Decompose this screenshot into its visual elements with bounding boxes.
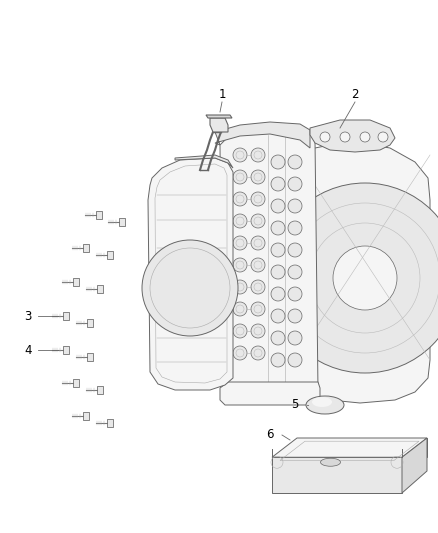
Bar <box>119 218 124 226</box>
Text: 1: 1 <box>218 88 226 101</box>
Circle shape <box>288 243 302 257</box>
Polygon shape <box>215 122 310 148</box>
Polygon shape <box>272 457 402 493</box>
Circle shape <box>288 199 302 213</box>
Circle shape <box>271 331 285 345</box>
Polygon shape <box>148 158 233 390</box>
Circle shape <box>271 243 285 257</box>
Bar <box>63 312 69 320</box>
Circle shape <box>271 221 285 235</box>
Circle shape <box>233 258 247 272</box>
Circle shape <box>288 177 302 191</box>
Circle shape <box>320 132 330 142</box>
Bar <box>82 412 88 420</box>
Bar <box>87 353 92 361</box>
Circle shape <box>233 236 247 250</box>
Ellipse shape <box>312 397 332 407</box>
Circle shape <box>270 183 438 373</box>
Polygon shape <box>295 143 430 403</box>
Bar <box>96 285 102 293</box>
Polygon shape <box>220 382 320 405</box>
Circle shape <box>251 192 265 206</box>
Circle shape <box>288 331 302 345</box>
Polygon shape <box>210 118 228 132</box>
Circle shape <box>233 280 247 294</box>
Circle shape <box>288 309 302 323</box>
Bar <box>63 346 69 354</box>
Ellipse shape <box>306 396 344 414</box>
Bar <box>73 278 78 286</box>
Bar <box>106 251 113 259</box>
Circle shape <box>251 324 265 338</box>
Circle shape <box>251 170 265 184</box>
Circle shape <box>233 192 247 206</box>
Circle shape <box>360 132 370 142</box>
Circle shape <box>271 309 285 323</box>
Circle shape <box>333 246 397 310</box>
Circle shape <box>233 324 247 338</box>
Circle shape <box>288 221 302 235</box>
Bar <box>95 211 102 219</box>
Bar <box>106 419 113 427</box>
Circle shape <box>251 302 265 316</box>
Polygon shape <box>402 438 427 493</box>
Circle shape <box>233 302 247 316</box>
Polygon shape <box>220 128 318 398</box>
Bar <box>82 244 88 252</box>
Circle shape <box>271 265 285 279</box>
Bar <box>73 379 78 387</box>
Bar <box>96 386 102 394</box>
Circle shape <box>251 346 265 360</box>
Circle shape <box>271 287 285 301</box>
Polygon shape <box>272 438 427 457</box>
Circle shape <box>378 132 388 142</box>
Circle shape <box>251 258 265 272</box>
Polygon shape <box>206 115 232 118</box>
Circle shape <box>288 287 302 301</box>
Circle shape <box>288 265 302 279</box>
Circle shape <box>288 155 302 169</box>
Circle shape <box>233 346 247 360</box>
Circle shape <box>142 240 238 336</box>
Text: 2: 2 <box>351 88 359 101</box>
Text: 5: 5 <box>291 399 299 411</box>
Circle shape <box>251 148 265 162</box>
Polygon shape <box>297 438 427 457</box>
Circle shape <box>271 155 285 169</box>
Circle shape <box>233 170 247 184</box>
Circle shape <box>340 132 350 142</box>
Circle shape <box>251 236 265 250</box>
Polygon shape <box>175 155 233 168</box>
Circle shape <box>271 177 285 191</box>
Circle shape <box>251 214 265 228</box>
Bar <box>87 319 92 327</box>
Circle shape <box>233 214 247 228</box>
Text: 3: 3 <box>25 310 32 322</box>
Circle shape <box>251 280 265 294</box>
Text: 4: 4 <box>24 343 32 357</box>
Circle shape <box>271 353 285 367</box>
Circle shape <box>271 199 285 213</box>
Ellipse shape <box>321 458 340 466</box>
Circle shape <box>233 148 247 162</box>
Text: 6: 6 <box>266 429 274 441</box>
Polygon shape <box>310 120 395 152</box>
Circle shape <box>288 353 302 367</box>
